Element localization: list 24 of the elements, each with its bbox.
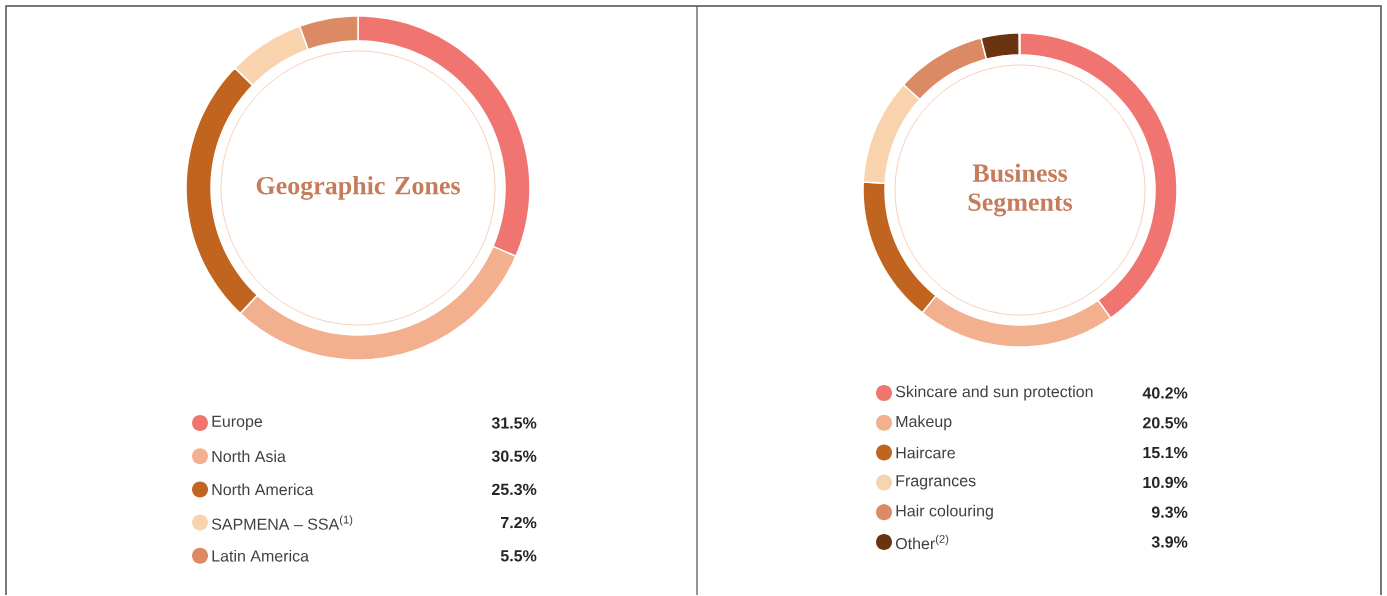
data-label: 7.2% bbox=[501, 517, 537, 529]
data-label: 25.3% bbox=[491, 483, 537, 496]
legend-label: SAPMENA – SSA$^{(1)}$ bbox=[211, 515, 353, 530]
data-label: 3.9% bbox=[1151, 536, 1188, 548]
legend-label: Latin America bbox=[212, 550, 309, 562]
legend-label: Europe bbox=[212, 415, 263, 431]
legend-label: Haircare bbox=[896, 446, 955, 459]
data-label: 15.1% bbox=[1143, 447, 1188, 459]
legend-label: Fragrances bbox=[896, 475, 976, 490]
data-label: 20.5% bbox=[1143, 417, 1188, 429]
data-label: 40.2% bbox=[1142, 387, 1188, 399]
legend-label: North America bbox=[212, 483, 314, 496]
legend-label: North Asia bbox=[212, 450, 286, 463]
data-label: 30.5% bbox=[491, 450, 537, 462]
data-label: 5.5% bbox=[500, 550, 537, 562]
data-label: 10.9% bbox=[1143, 476, 1188, 489]
data-label: 9.3% bbox=[1151, 506, 1188, 518]
data-label: 31.5% bbox=[491, 417, 537, 429]
text: Business Segments bbox=[968, 163, 1073, 217]
legend-label: Hair colouring bbox=[896, 504, 993, 520]
text: Geographic Zones bbox=[256, 176, 460, 200]
legend-label: Makeup bbox=[896, 415, 952, 431]
legend-label: Other$^{(2)}$ bbox=[895, 534, 949, 550]
legend-label: Skincare and sun protection bbox=[895, 385, 1093, 401]
